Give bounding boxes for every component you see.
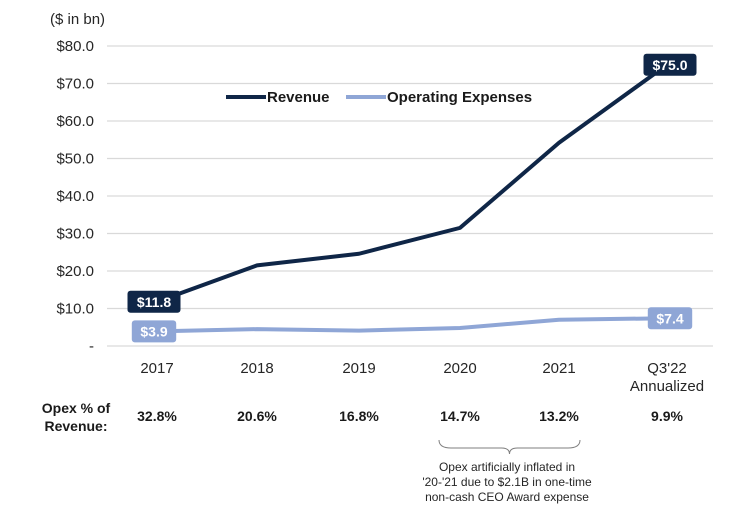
opex-pct-value: 32.8% xyxy=(137,408,177,424)
series-lines xyxy=(155,62,669,334)
data-label: $7.4 xyxy=(656,310,683,326)
opex-pct-row-label-line2: Revenue: xyxy=(44,418,107,434)
series-line-revenue xyxy=(155,62,669,304)
series-line-operating-expenses xyxy=(155,316,669,334)
opex-pct-value: 16.8% xyxy=(339,408,379,424)
annotation: Opex artificially inflated in '20-'21 du… xyxy=(422,439,592,504)
opex-pct-value: 14.7% xyxy=(440,408,480,424)
data-label-box xyxy=(127,290,181,313)
opex-pct-row: Opex % of Revenue: 32.8% 20.6% 16.8% 14.7% 1… xyxy=(42,400,684,434)
y-tick-label: $30.0 xyxy=(56,226,94,243)
legend-label-operating-expenses: Operating Expenses xyxy=(387,89,532,106)
y-tick-label: - xyxy=(89,338,94,355)
x-tick-label: Annualized xyxy=(630,378,704,395)
annotation-line-3: non-cash CEO Award expense xyxy=(425,490,589,504)
x-tick-label: Q3'22 xyxy=(647,360,687,377)
y-tick-label: $20.0 xyxy=(56,263,94,280)
legend: Revenue Operating Expenses xyxy=(226,89,532,106)
opex-pct-value: 9.9% xyxy=(651,408,683,424)
legend-label-revenue: Revenue xyxy=(267,89,330,106)
annotation-line-2: '20-'21 due to $2.1B in one-time xyxy=(422,475,592,489)
y-tick-label: $50.0 xyxy=(56,151,94,168)
annotation-line-1: Opex artificially inflated in xyxy=(439,460,575,474)
x-tick-label: 2018 xyxy=(240,360,273,377)
y-tick-label: $40.0 xyxy=(56,188,94,205)
data-label-box xyxy=(647,307,693,330)
data-label-box xyxy=(643,53,697,76)
gridlines xyxy=(107,45,713,347)
data-label: $11.8 xyxy=(137,294,171,310)
data-label-box xyxy=(131,320,177,343)
y-axis-ticks: - $10.0 $20.0 $30.0 $40.0 $50.0 $60.0 $70.0 $80.… xyxy=(56,38,94,355)
x-tick-label: 2021 xyxy=(542,360,575,377)
data-label: $3.9 xyxy=(140,323,167,339)
opex-pct-row-label-line1: Opex % of xyxy=(42,400,111,416)
data-labels: $11.8 $75.0 $3.9 $7.4 xyxy=(127,53,697,343)
y-tick-label: $60.0 xyxy=(56,113,94,130)
y-tick-label: $80.0 xyxy=(56,38,94,55)
y-tick-label: $70.0 xyxy=(56,76,94,93)
opex-pct-value: 13.2% xyxy=(539,408,579,424)
data-label: $75.0 xyxy=(652,57,687,73)
y-tick-label: $10.0 xyxy=(56,301,94,318)
x-tick-label: 2019 xyxy=(342,360,375,377)
opex-pct-value: 20.6% xyxy=(237,408,277,424)
x-tick-label: 2017 xyxy=(140,360,173,377)
annotation-brace xyxy=(438,439,581,455)
unit-label: ($ in bn) xyxy=(50,11,105,28)
x-tick-label: 2020 xyxy=(443,360,476,377)
